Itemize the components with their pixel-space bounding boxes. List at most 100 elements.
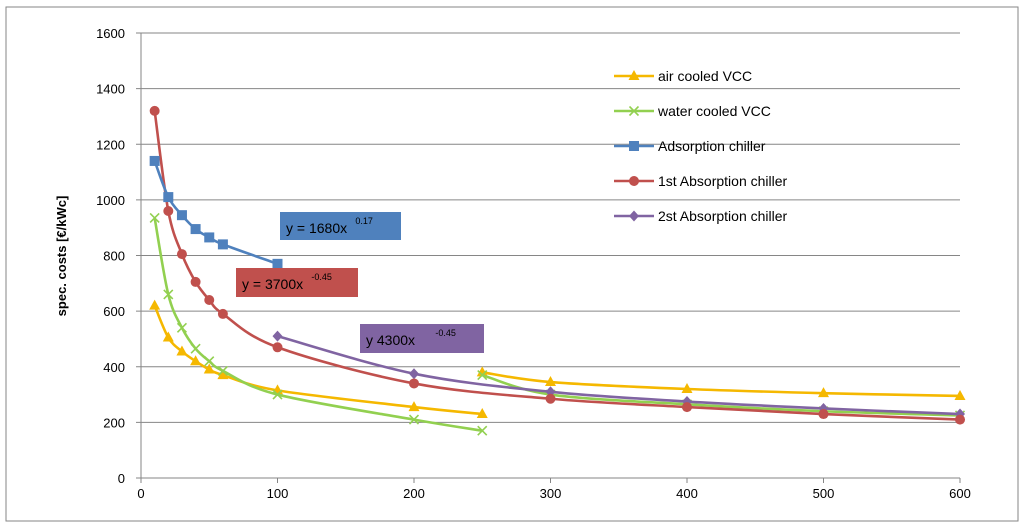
equation-adsorption-eq: y = 1680x 0.17 [280,212,401,240]
annotations: y = 1680x 0.17 y = 3700x -0.45 y 4300x -0.45 [236,212,484,353]
data-point [190,343,201,354]
data-point [176,345,188,356]
axes [136,32,961,483]
legend: air cooled VCC water cooled VCC Adsorption… [614,68,788,224]
equation-exponent: -0.45 [435,328,456,338]
data-point [204,295,215,305]
y-tick-label: 200 [103,415,125,430]
legend-marker [628,105,640,117]
data-point [954,389,966,400]
data-point [149,212,160,224]
data-point [272,389,283,400]
data-point [190,276,201,287]
y-axis-label: spec. costs [€/kWc] [54,196,69,317]
legend-marker [629,176,639,186]
data-point [176,210,187,221]
data-point [162,331,174,342]
legend-label: Adsorption chiller [658,138,766,154]
data-point [217,308,228,319]
series-line [481,373,961,417]
data-point [476,366,488,377]
equation-box [236,268,358,297]
data-point [190,224,201,235]
data-point [545,393,556,404]
series-layer [149,105,966,436]
data-point [204,232,215,243]
y-tick-label: 400 [103,360,125,375]
equation-absorption2-eq: y 4300x -0.45 [360,324,484,353]
legend-marker [628,70,640,80]
data-point [176,322,188,333]
equation-text: y = 1680x [286,220,347,236]
data-point [217,239,228,250]
y-tick-label: 1200 [96,137,125,152]
equation-text: y 4300x [366,332,415,348]
x-tick-label: 0 [137,486,144,501]
data-point [203,363,215,374]
legend-entry-water-cooled-vcc: water cooled VCC [614,103,771,119]
chart-border [5,6,1019,522]
equation-box [280,212,401,240]
equation-absorption1-eq: y = 3700x -0.45 [236,268,358,297]
data-point [163,206,174,216]
x-tick-label: 500 [813,486,835,501]
y-tick-label: 1600 [96,26,125,41]
data-point [204,356,215,367]
data-point [149,105,160,116]
y-tick-label: 800 [103,249,125,264]
data-point [955,414,965,425]
data-point [818,409,829,420]
x-tick-label: 300 [540,486,562,501]
y-tick-label: 1400 [96,82,125,97]
data-point [163,289,174,300]
data-point [409,378,419,389]
data-point [217,365,228,376]
x-tick-label: 400 [676,486,698,501]
legend-marker [629,210,639,222]
legend-label: 2st Absorption chiller [658,208,788,224]
data-point [408,414,420,425]
y-tick-label: 0 [118,471,125,486]
legend-label: air cooled VCC [658,68,752,84]
data-point [477,425,488,436]
x-tick-label: 100 [267,486,289,501]
x-tick-label: 200 [403,486,425,501]
data-point [272,342,283,353]
data-point [545,376,556,387]
data-point [476,408,488,419]
data-point [682,402,692,413]
series-line [482,371,961,398]
data-point [818,387,829,398]
legend-label: 1st Absorption chiller [658,173,788,189]
data-point [149,155,160,166]
y-tick-label: 1000 [96,193,125,208]
data-point [163,192,174,203]
data-point [190,355,202,366]
data-point [272,258,283,269]
legend-entry-1st-absorption-chiller: 1st Absorption chiller [614,173,788,189]
y-tick-label: 600 [103,304,125,319]
data-point [681,383,693,393]
data-point [408,401,420,412]
equation-exponent: 0.17 [355,216,373,226]
legend-entry-air-cooled-vcc: air cooled VCC [614,68,752,84]
x-tick-label: 600 [949,486,971,501]
series-air-cooled-vcc [149,299,966,419]
data-point [477,370,488,381]
legend-label: water cooled VCC [657,103,771,119]
tick-labels: 0 200 400 600 800 1000 1200 1400 1600 0 100 200 300 4… [96,26,971,501]
data-point [409,368,419,380]
equation-text: y = 3700x [242,276,303,292]
data-point [176,249,187,260]
series-1st-absorption-chiller [149,105,965,425]
legend-entry-2st-absorption-chiller: 2st Absorption chiller [614,208,788,224]
equation-exponent: -0.45 [311,272,332,282]
equation-box [360,324,484,353]
series-adsorption-chiller [149,155,283,269]
legend-entry-adsorption-chiller: Adsorption chiller [614,138,766,154]
series-line [277,334,961,416]
data-point [149,299,161,310]
data-point [217,369,229,380]
data-point [272,330,283,342]
